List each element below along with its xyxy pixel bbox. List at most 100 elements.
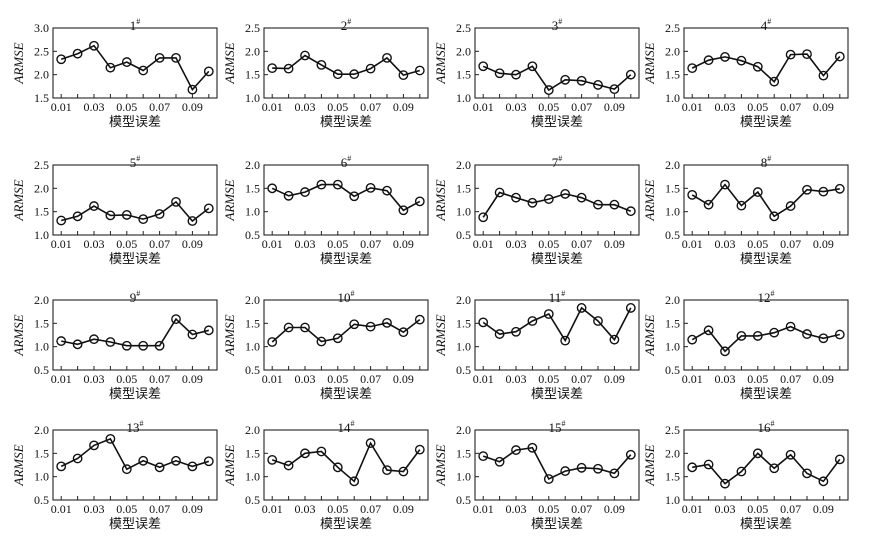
data-point xyxy=(593,463,603,474)
panel-superscript: # xyxy=(562,419,566,428)
y-tick-label: 2.0 xyxy=(34,423,49,437)
x-tick-label: 0.05 xyxy=(747,372,768,386)
x-tick-label: 0.07 xyxy=(360,237,381,251)
y-tick-label: 1.5 xyxy=(34,91,49,105)
data-point xyxy=(769,463,780,474)
x-tick-label: 0.09 xyxy=(813,372,834,386)
series-line xyxy=(271,318,421,343)
x-tick-label: 0.03 xyxy=(506,372,527,386)
y-tick-label: 0.5 xyxy=(245,493,260,507)
x-tick-label: 0.01 xyxy=(473,372,494,386)
panel-superscript: # xyxy=(771,419,775,428)
panel-title: 5# xyxy=(130,154,141,170)
y-tick-label: 0.5 xyxy=(456,493,471,507)
y-axis-title: ARMSE xyxy=(11,179,26,221)
data-point xyxy=(543,474,554,484)
data-point xyxy=(834,183,845,194)
panel-title: 12# xyxy=(758,289,775,305)
data-point xyxy=(154,209,165,219)
series-line xyxy=(691,53,841,83)
data-point xyxy=(609,84,620,95)
y-tick-label: 1.5 xyxy=(456,316,471,330)
y-tick-label: 3.0 xyxy=(34,21,49,35)
x-tick-label: 0.07 xyxy=(360,502,381,516)
x-tick-label: 0.09 xyxy=(604,100,625,114)
data-point xyxy=(609,199,620,210)
panel-number: 4 xyxy=(761,18,768,33)
data-point xyxy=(105,210,116,221)
data-point xyxy=(382,52,392,63)
x-tick-label: 0.03 xyxy=(295,372,316,386)
panel-superscript: # xyxy=(136,289,140,298)
data-point xyxy=(283,63,294,74)
data-point xyxy=(72,339,83,350)
x-tick-label: 0.05 xyxy=(538,502,559,516)
data-point xyxy=(769,327,780,338)
y-axis-title: ARMSE xyxy=(433,444,448,486)
data-point xyxy=(818,70,829,81)
data-point xyxy=(785,321,796,332)
y-tick-label: 1.5 xyxy=(245,316,260,330)
y-tick-label: 1.5 xyxy=(456,68,471,82)
data-point xyxy=(138,65,149,76)
y-axis-title: ARMSE xyxy=(11,444,26,486)
y-tick-label: 0.5 xyxy=(456,228,471,242)
data-point xyxy=(171,455,181,466)
data-point xyxy=(72,211,83,222)
data-point xyxy=(752,61,763,72)
x-tick-label: 0.03 xyxy=(84,237,105,251)
data-point xyxy=(349,476,360,487)
data-point xyxy=(543,309,554,319)
panel-title: 2# xyxy=(341,17,352,33)
x-tick-label: 0.09 xyxy=(813,502,834,516)
data-point xyxy=(72,453,83,464)
y-tick-label: 1.0 xyxy=(456,340,471,354)
x-tick-label: 0.07 xyxy=(780,100,801,114)
data-point xyxy=(609,468,620,479)
panel-title: 16# xyxy=(758,419,775,435)
x-tick-label: 0.05 xyxy=(327,502,348,516)
data-point xyxy=(527,61,538,72)
x-axis-title: 模型误差 xyxy=(320,387,372,402)
data-point xyxy=(703,459,714,470)
y-tick-label: 1.5 xyxy=(245,68,260,82)
data-point xyxy=(576,303,587,313)
y-axis-title: ARMSE xyxy=(433,42,448,84)
subplot-12: 0.5 1.0 1.5 2.0 0.01 0.03 0.05 0.07 0.09 模型误差 ARMS… xyxy=(642,289,849,402)
y-tick-label: 2.0 xyxy=(34,181,49,195)
x-tick-label: 0.05 xyxy=(116,237,137,251)
data-point xyxy=(105,433,116,444)
data-point xyxy=(300,322,310,333)
y-tick-label: 2.0 xyxy=(456,423,471,437)
data-point xyxy=(365,438,376,448)
data-point xyxy=(398,70,409,81)
x-tick-label: 0.03 xyxy=(715,502,736,516)
data-point xyxy=(332,69,343,80)
plot-frame xyxy=(474,27,640,99)
data-point xyxy=(349,69,360,80)
x-tick-label: 0.01 xyxy=(51,237,72,251)
data-point xyxy=(154,462,165,473)
y-tick-label: 1.0 xyxy=(665,91,680,105)
data-point xyxy=(494,68,505,79)
x-axis-title: 模型误差 xyxy=(320,115,372,130)
y-tick-label: 2.0 xyxy=(665,446,680,460)
data-point xyxy=(511,69,521,80)
data-point xyxy=(720,346,730,357)
data-point xyxy=(593,80,603,90)
data-point xyxy=(527,442,538,453)
data-point xyxy=(703,55,714,66)
y-tick-label: 2.0 xyxy=(34,293,49,307)
data-point xyxy=(171,196,181,207)
x-tick-label: 0.01 xyxy=(262,502,283,516)
x-axis-title: 模型误差 xyxy=(531,252,583,267)
x-tick-label: 0.01 xyxy=(473,100,494,114)
x-tick-label: 0.05 xyxy=(747,502,768,516)
y-tick-label: 2.0 xyxy=(456,44,471,58)
data-point xyxy=(494,187,505,198)
data-point xyxy=(332,179,343,190)
data-point xyxy=(543,194,554,204)
data-point xyxy=(203,456,214,467)
y-tick-label: 1.5 xyxy=(665,181,680,195)
y-tick-label: 2.5 xyxy=(665,21,680,35)
